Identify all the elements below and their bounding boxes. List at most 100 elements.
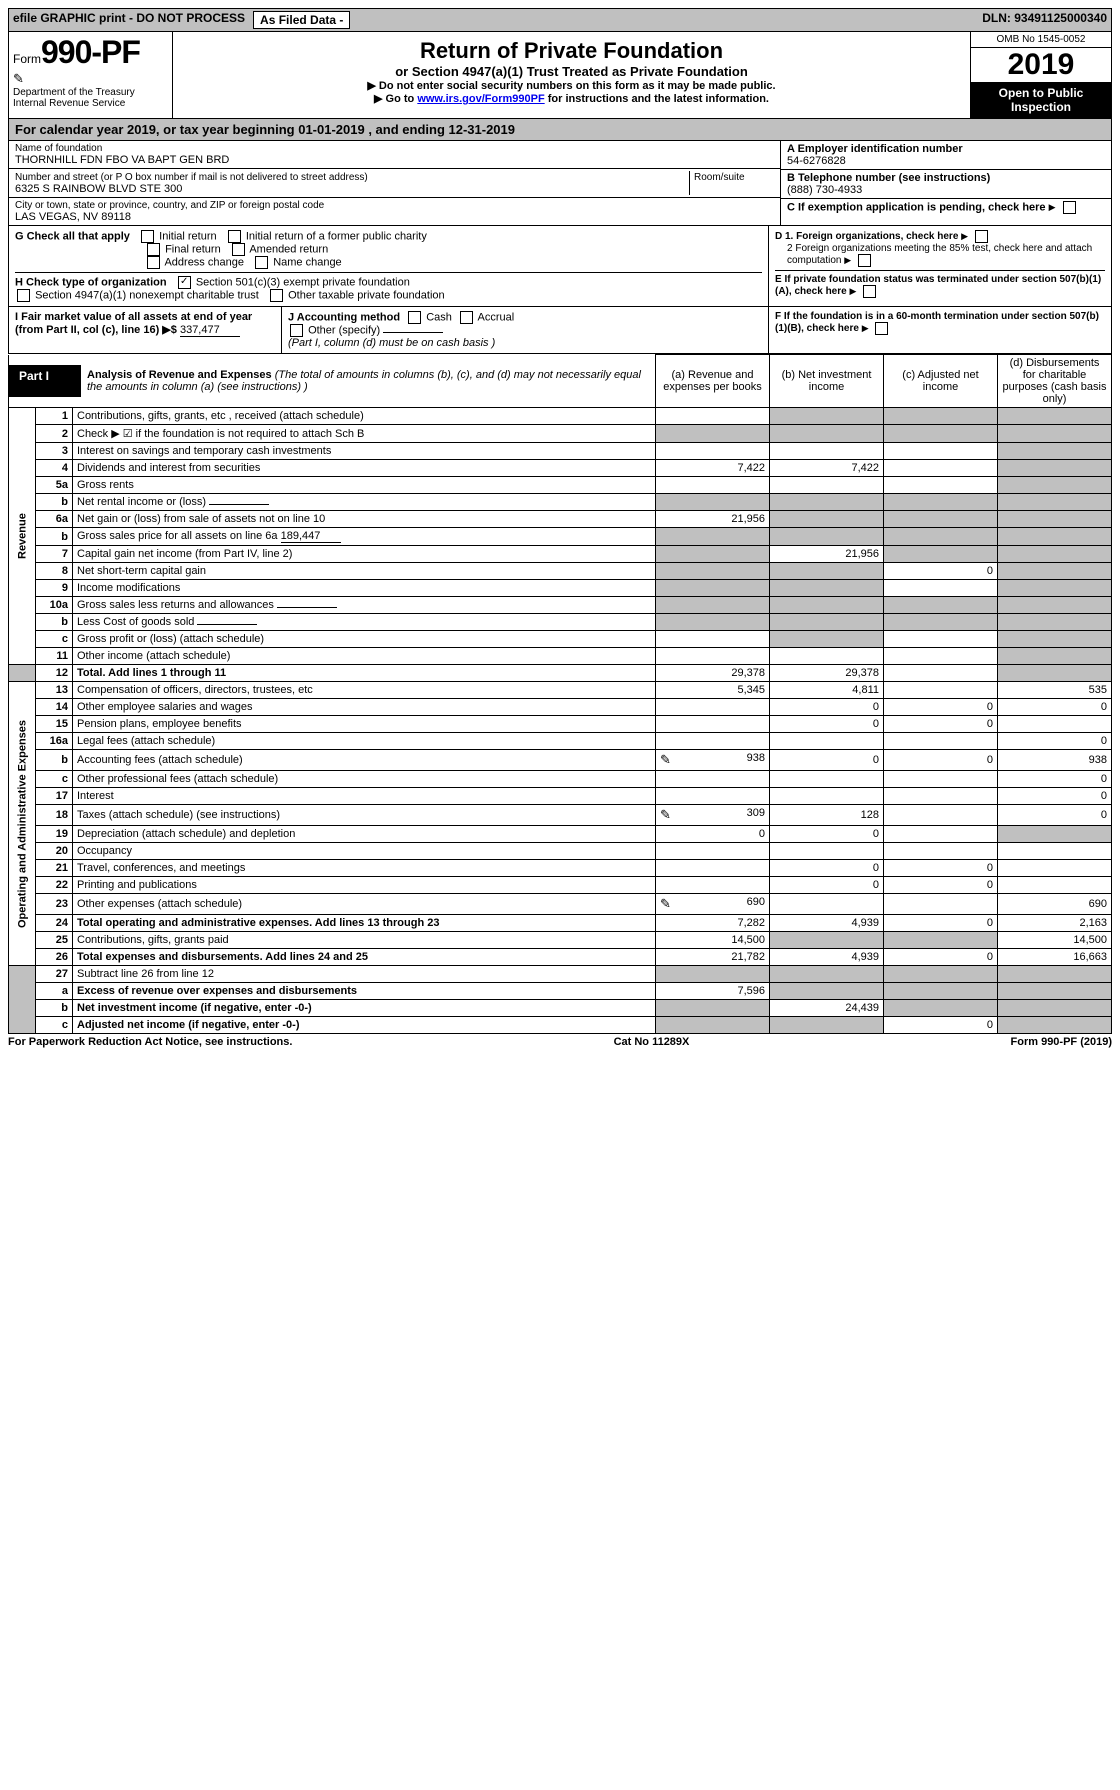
- col-d-header: (d) Disbursements for charitable purpose…: [998, 355, 1112, 408]
- cb-e[interactable]: [863, 285, 876, 298]
- lbl-accrual: Accrual: [478, 311, 515, 323]
- e-label: E If private foundation status was termi…: [775, 274, 1101, 297]
- row-27b: b Net investment income (if negative, en…: [9, 1000, 1112, 1017]
- row-20: 20 Occupancy: [9, 843, 1112, 860]
- form-prefix: Form: [13, 52, 41, 66]
- row-24: 24 Total operating and administrative ex…: [9, 915, 1112, 932]
- cb-501c3[interactable]: ✓: [178, 276, 191, 289]
- cb-other-method[interactable]: [290, 324, 303, 337]
- lbl-other-tax: Other taxable private foundation: [288, 289, 445, 301]
- foundation-address: 6325 S RAINBOW BLVD STE 300: [15, 183, 182, 195]
- cb-other-tax[interactable]: [270, 289, 283, 302]
- row-1: Revenue 1 Contributions, gifts, grants, …: [9, 408, 1112, 425]
- row-6a: 6a Net gain or (loss) from sale of asset…: [9, 511, 1112, 528]
- row-13: Operating and Administrative Expenses 13…: [9, 682, 1112, 699]
- arrow-icon: [844, 255, 853, 266]
- lbl-4947: Section 4947(a)(1) nonexempt charitable …: [35, 289, 259, 301]
- attach-icon[interactable]: ✎: [660, 807, 671, 823]
- cb-accrual[interactable]: [460, 311, 473, 324]
- name-label: Name of foundation: [15, 143, 774, 154]
- room-label: Room/suite: [694, 172, 745, 183]
- b-phone-label: B Telephone number (see instructions): [787, 172, 990, 184]
- g-label: G Check all that apply: [15, 230, 130, 242]
- ij-section: I Fair market value of all assets at end…: [8, 307, 1112, 354]
- row-16c: c Other professional fees (attach schedu…: [9, 771, 1112, 788]
- dept-label: Department of the Treasury: [13, 87, 168, 98]
- row-26: 26 Total expenses and disbursements. Add…: [9, 949, 1112, 966]
- cb-cash[interactable]: [408, 311, 421, 324]
- form-title: Return of Private Foundation: [179, 38, 964, 64]
- attach-icon: ✎: [13, 71, 24, 86]
- arrow-icon: [961, 231, 970, 242]
- addr-label: Number and street (or P O box number if …: [15, 172, 368, 183]
- f-label: F If the foundation is in a 60-month ter…: [775, 311, 1099, 334]
- attach-icon[interactable]: ✎: [660, 752, 671, 768]
- lbl-initial: Initial return: [159, 230, 216, 242]
- row-8: 8 Net short-term capital gain 0: [9, 563, 1112, 580]
- row-21: 21 Travel, conferences, and meetings 0 0: [9, 860, 1112, 877]
- c-checkbox[interactable]: [1063, 201, 1076, 214]
- irs-link[interactable]: www.irs.gov/Form990PF: [417, 93, 544, 105]
- hint2-post: for instructions and the latest informat…: [545, 93, 769, 105]
- lbl-name-change: Name change: [273, 256, 342, 268]
- attach-icon[interactable]: ✎: [660, 896, 671, 912]
- r5b-field: [209, 504, 269, 505]
- row-22: 22 Printing and publications 0 0: [9, 877, 1112, 894]
- open-public-label: Open to Public Inspection: [971, 82, 1111, 118]
- d1-label: D 1. Foreign organizations, check here: [775, 231, 958, 242]
- cb-amended[interactable]: [232, 243, 245, 256]
- r6b-value: 189,447: [281, 530, 341, 543]
- d2-label: 2 Foreign organizations meeting the 85% …: [787, 243, 1092, 266]
- cb-final[interactable]: [147, 243, 160, 256]
- row-10a: 10a Gross sales less returns and allowan…: [9, 597, 1112, 614]
- row-23: 23 Other expenses (attach schedule) ✎690…: [9, 894, 1112, 915]
- row-7: 7 Capital gain net income (from Part IV,…: [9, 546, 1112, 563]
- lbl-amended: Amended return: [249, 243, 328, 255]
- part1-title: Analysis of Revenue and Expenses: [87, 369, 272, 381]
- hint2-pre: ▶ Go to: [374, 93, 417, 105]
- row-18: 18 Taxes (attach schedule) (see instruct…: [9, 805, 1112, 826]
- cb-4947[interactable]: [17, 289, 30, 302]
- row-16a: 16a Legal fees (attach schedule) 0: [9, 733, 1112, 750]
- row-10c: c Gross profit or (loss) (attach schedul…: [9, 631, 1112, 648]
- cb-initial[interactable]: [141, 230, 154, 243]
- i-value: 337,477: [180, 324, 240, 337]
- r10b-field: [197, 624, 257, 625]
- footer-center: Cat No 11289X: [614, 1036, 690, 1048]
- col-a-header: (a) Revenue and expenses per books: [656, 355, 770, 408]
- h-label: H Check type of organization: [15, 276, 167, 288]
- dln-label: DLN: 93491125000340: [982, 11, 1107, 29]
- side-revenue: Revenue: [9, 408, 36, 665]
- cb-initial-former[interactable]: [228, 230, 241, 243]
- row-27c: c Adjusted net income (if negative, ente…: [9, 1017, 1112, 1034]
- row-19: 19 Depreciation (attach schedule) and de…: [9, 826, 1112, 843]
- gh-section: G Check all that apply Initial return In…: [8, 226, 1112, 307]
- r10a-field: [277, 607, 337, 608]
- foundation-name: THORNHILL FDN FBO VA BAPT GEN BRD: [15, 154, 774, 166]
- row-11: 11 Other income (attach schedule): [9, 648, 1112, 665]
- row-27a: a Excess of revenue over expenses and di…: [9, 983, 1112, 1000]
- hint-ssn: ▶ Do not enter social security numbers o…: [179, 79, 964, 92]
- lbl-501c3: Section 501(c)(3) exempt private foundat…: [196, 276, 410, 288]
- j-label: J Accounting method: [288, 311, 400, 323]
- a-ein-label: A Employer identification number: [787, 143, 963, 155]
- page-footer: For Paperwork Reduction Act Notice, see …: [8, 1034, 1112, 1048]
- arrow-icon: [849, 286, 858, 297]
- cb-addr-change[interactable]: [147, 256, 160, 269]
- efile-label: efile GRAPHIC print - DO NOT PROCESS: [13, 11, 245, 29]
- form-number: 990-PF: [41, 34, 140, 71]
- row-5a: 5a Gross rents: [9, 477, 1112, 494]
- other-specify: [383, 332, 443, 333]
- footer-left: For Paperwork Reduction Act Notice, see …: [8, 1036, 292, 1048]
- cb-d1[interactable]: [975, 230, 988, 243]
- row-16b: b Accounting fees (attach schedule) ✎938…: [9, 750, 1112, 771]
- calendar-year-row: For calendar year 2019, or tax year begi…: [8, 119, 1112, 141]
- cb-f[interactable]: [875, 322, 888, 335]
- foundation-city: LAS VEGAS, NV 89118: [15, 211, 774, 223]
- part1-label: Part I: [9, 365, 81, 397]
- row-6b: b Gross sales price for all assets on li…: [9, 528, 1112, 546]
- cb-name-change[interactable]: [255, 256, 268, 269]
- j-note: (Part I, column (d) must be on cash basi…: [288, 337, 495, 349]
- side-expenses: Operating and Administrative Expenses: [9, 682, 36, 966]
- cb-d2[interactable]: [858, 254, 871, 267]
